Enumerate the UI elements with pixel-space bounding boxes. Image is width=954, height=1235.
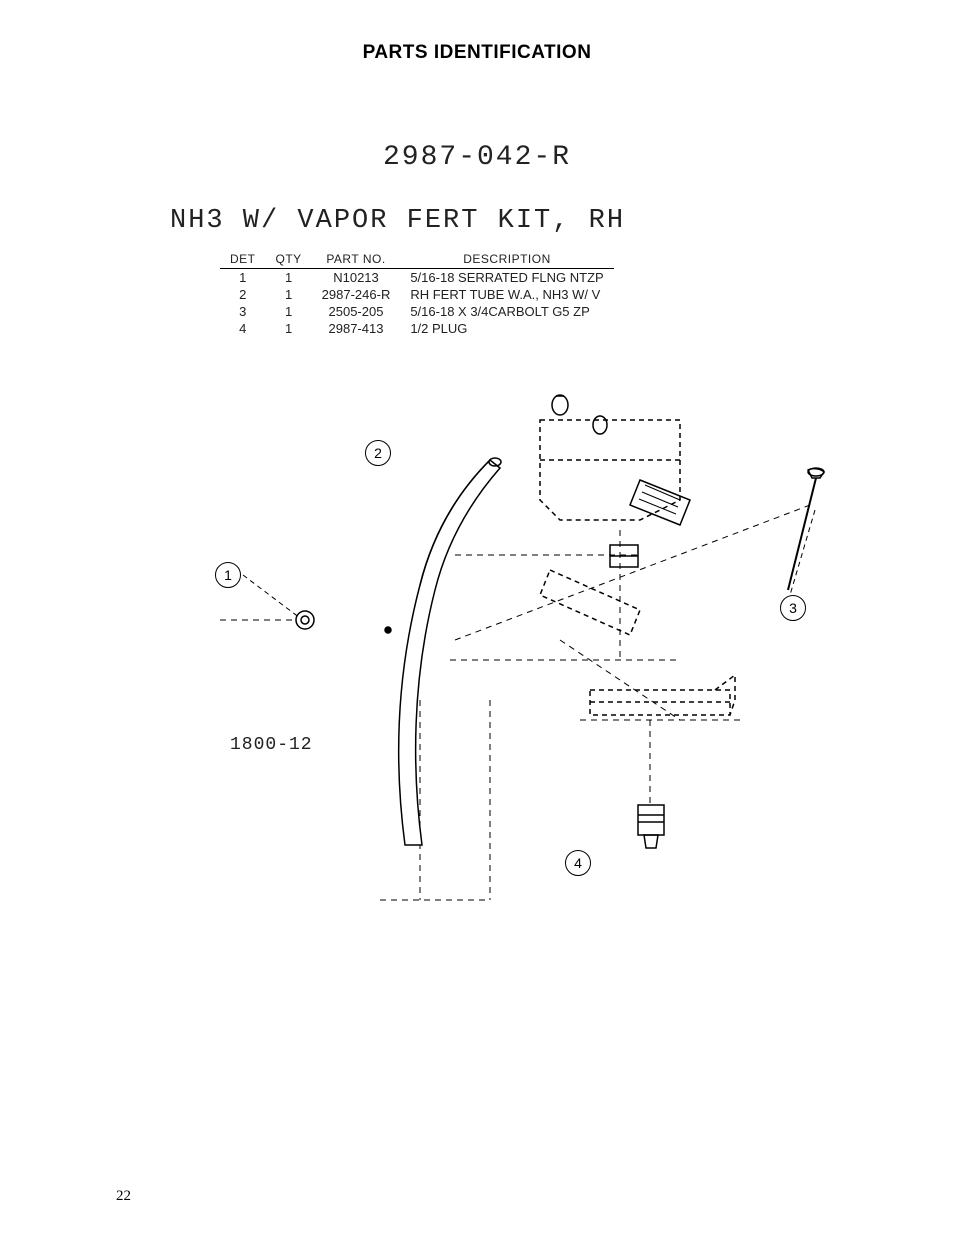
part-fert-tube-icon xyxy=(385,458,501,845)
table-row: 1 1 N10213 5/16-18 SERRATED FLNG NTZP xyxy=(220,269,614,287)
cell-partno: 2987-246-R xyxy=(312,286,401,303)
col-qty: QTY xyxy=(266,250,312,269)
page-title: PARTS IDENTIFICATION xyxy=(0,42,954,64)
cell-qty: 1 xyxy=(266,269,312,287)
kit-title: NH3 W/ VAPOR FERT KIT, RH xyxy=(170,206,625,236)
part-carbolt-icon xyxy=(788,468,824,590)
callout-3: 3 xyxy=(780,595,806,621)
part-plug-icon xyxy=(638,805,664,848)
cell-qty: 1 xyxy=(266,303,312,320)
cell-qty: 1 xyxy=(266,320,312,337)
cell-desc: 1/2 PLUG xyxy=(400,320,613,337)
table-row: 4 1 2987-413 1/2 PLUG xyxy=(220,320,614,337)
exploded-diagram: 1 2 3 4 1800-12 xyxy=(120,350,840,930)
cell-det: 1 xyxy=(220,269,266,287)
cell-det: 4 xyxy=(220,320,266,337)
col-det: DET xyxy=(220,250,266,269)
table-row: 2 1 2987-246-R RH FERT TUBE W.A., NH3 W/… xyxy=(220,286,614,303)
cell-partno: 2987-413 xyxy=(312,320,401,337)
page-number: 22 xyxy=(116,1188,131,1205)
cell-partno: 2505-205 xyxy=(312,303,401,320)
part-code: 2987-042-R xyxy=(0,142,954,173)
callout-1: 1 xyxy=(215,562,241,588)
cell-partno: N10213 xyxy=(312,269,401,287)
cell-det: 3 xyxy=(220,303,266,320)
table-row: 3 1 2505-205 5/16-18 X 3/4CARBOLT G5 ZP xyxy=(220,303,614,320)
cell-desc: 5/16-18 SERRATED FLNG NTZP xyxy=(400,269,613,287)
cell-qty: 1 xyxy=(266,286,312,303)
diagram-svg xyxy=(120,350,840,930)
col-partno: PART NO. xyxy=(312,250,401,269)
table-header-row: DET QTY PART NO. DESCRIPTION xyxy=(220,250,614,269)
cell-desc: RH FERT TUBE W.A., NH3 W/ V xyxy=(400,286,613,303)
reference-label: 1800-12 xyxy=(230,735,313,755)
col-desc: DESCRIPTION xyxy=(400,250,613,269)
cell-det: 2 xyxy=(220,286,266,303)
parts-table: DET QTY PART NO. DESCRIPTION 1 1 N10213 … xyxy=(220,250,614,337)
part-nut-icon xyxy=(296,611,314,629)
callout-2: 2 xyxy=(365,440,391,466)
callout-4: 4 xyxy=(565,850,591,876)
cell-desc: 5/16-18 X 3/4CARBOLT G5 ZP xyxy=(400,303,613,320)
